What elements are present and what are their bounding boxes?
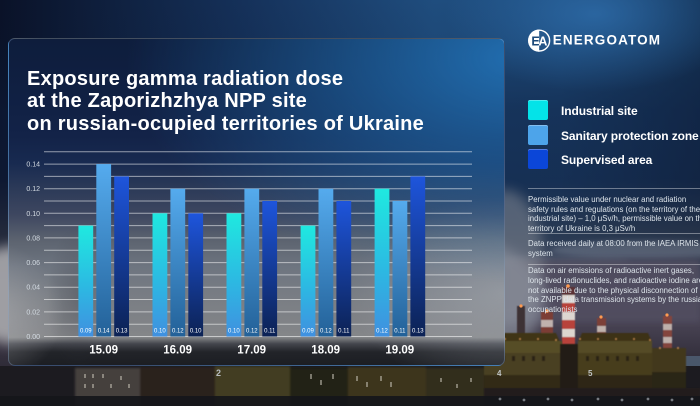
svg-text:0.06: 0.06 (26, 260, 40, 267)
svg-text:0.12: 0.12 (320, 329, 332, 335)
svg-text:2: 2 (216, 368, 221, 378)
svg-text:0.11: 0.11 (264, 329, 276, 335)
svg-text:0.08: 0.08 (26, 235, 40, 242)
svg-text:0.12: 0.12 (172, 329, 184, 335)
svg-text:0.14: 0.14 (26, 162, 40, 169)
svg-text:0.10: 0.10 (190, 329, 202, 335)
svg-text:4: 4 (497, 369, 502, 378)
svg-text:16.09: 16.09 (163, 345, 192, 357)
svg-text:18.09: 18.09 (311, 345, 340, 357)
svg-text:0.13: 0.13 (412, 329, 424, 335)
svg-text:E: E (531, 34, 539, 48)
svg-text:0.04: 0.04 (26, 285, 40, 292)
svg-text:0.00: 0.00 (26, 334, 40, 341)
svg-text:0.02: 0.02 (26, 309, 40, 316)
svg-text:5: 5 (588, 369, 593, 378)
svg-text:0.10: 0.10 (26, 211, 40, 218)
svg-text:0.12: 0.12 (246, 329, 258, 335)
svg-text:19.09: 19.09 (385, 345, 414, 357)
svg-text:17.09: 17.09 (237, 345, 266, 357)
svg-text:0.13: 0.13 (116, 329, 128, 335)
svg-text:ENERGOATOM: ENERGOATOM (553, 33, 662, 48)
svg-text:0.10: 0.10 (154, 329, 166, 335)
svg-text:0.14: 0.14 (98, 329, 110, 335)
svg-text:0.11: 0.11 (338, 329, 350, 335)
svg-text:0.10: 0.10 (228, 329, 240, 335)
svg-text:0.12: 0.12 (376, 329, 388, 335)
svg-text:0.11: 0.11 (394, 329, 406, 335)
svg-text:0.09: 0.09 (80, 329, 92, 335)
svg-text:15.09: 15.09 (89, 345, 118, 357)
svg-text:A: A (538, 34, 547, 48)
svg-text:0.12: 0.12 (26, 186, 40, 193)
svg-text:0.09: 0.09 (302, 329, 314, 335)
